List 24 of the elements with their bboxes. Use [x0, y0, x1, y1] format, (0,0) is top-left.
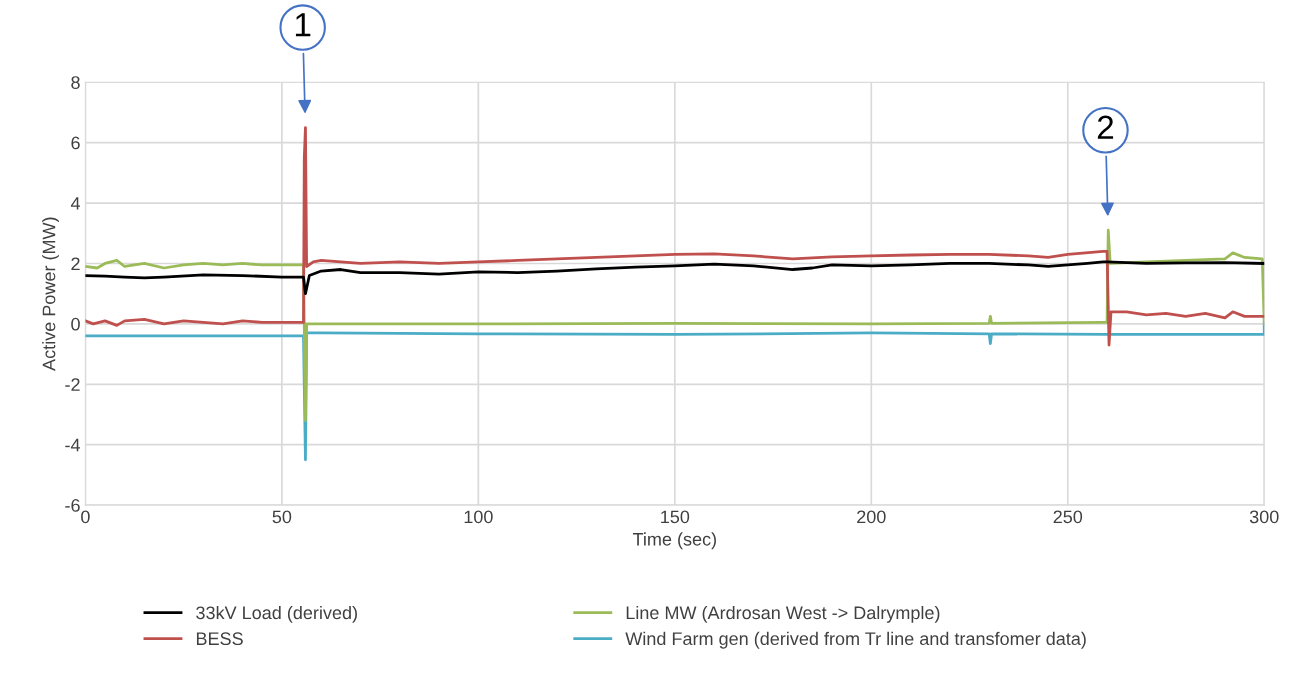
- x-tick-label: 200: [857, 510, 886, 524]
- annotation: 2: [1097, 115, 1114, 139]
- y-tick-label: 8: [71, 76, 80, 89]
- line-series: [85, 260, 1265, 296]
- y-tick-label: 0: [71, 317, 80, 331]
- legend-label: BESS: [196, 632, 243, 646]
- legend-label: 33kV Load (derived): [196, 605, 357, 623]
- y-axis-title: Active Power (MW): [42, 217, 59, 371]
- legend-label: Wind Farm gen (derived from Tr line and transfomer data): [625, 631, 1086, 649]
- y-tick-label: 2: [71, 257, 80, 271]
- x-axis-title: Time (sec): [632, 532, 716, 550]
- y-tick-label: -6: [65, 499, 80, 512]
- y-tick-label: -4: [65, 438, 81, 452]
- x-tick-label: 50: [272, 510, 292, 524]
- x-tick-label: 0: [81, 510, 90, 524]
- y-tick-label: 4: [70, 197, 81, 210]
- legend-label: Line MW (Ardrosan West -> Dalrymple): [626, 605, 940, 623]
- x-tick-label: 150: [661, 510, 690, 524]
- y-tick-label: 6: [71, 136, 80, 150]
- x-tick-label: 300: [1249, 510, 1279, 524]
- x-tick-label: 100: [464, 510, 493, 524]
- y-tick-label: -2: [65, 378, 80, 391]
- x-tick-label: 250: [1053, 510, 1083, 524]
- annotation: 1: [295, 13, 311, 37]
